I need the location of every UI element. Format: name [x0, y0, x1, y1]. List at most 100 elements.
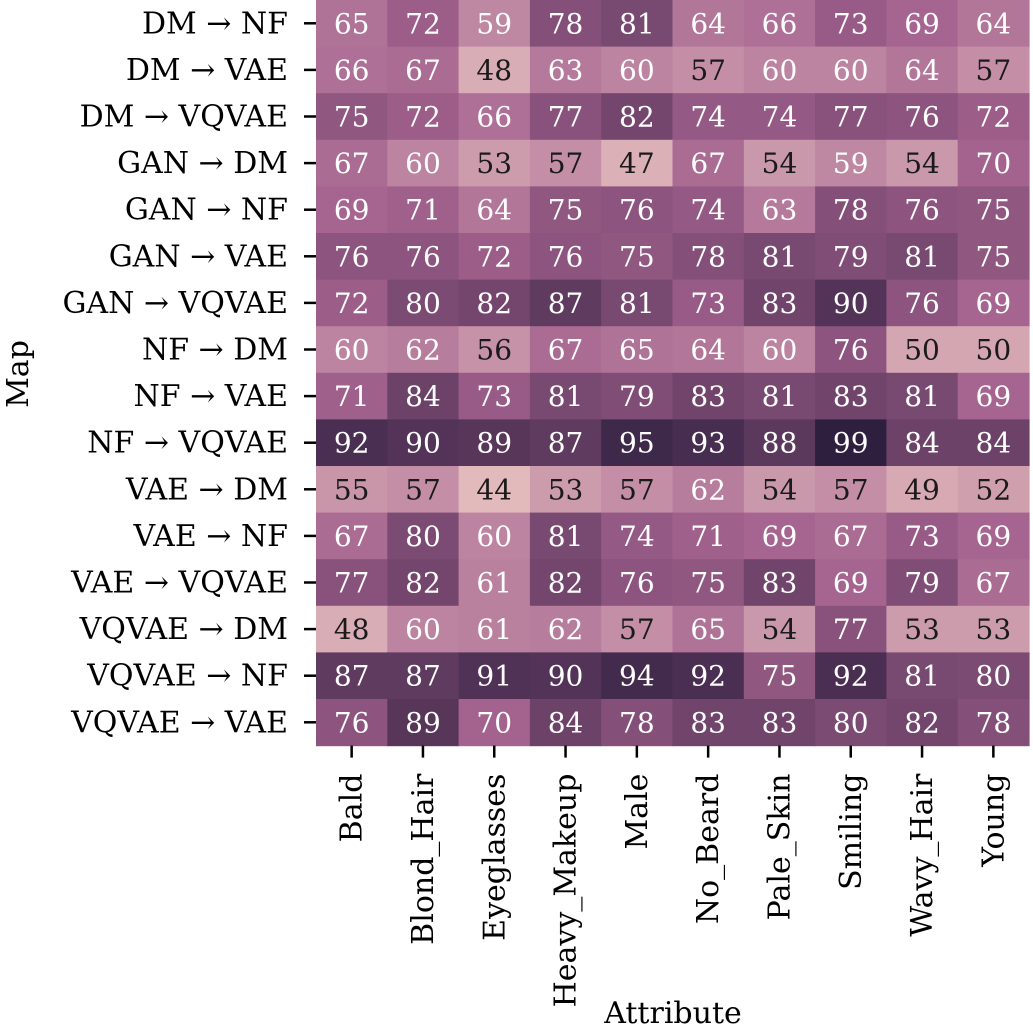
cell-value-label: 69	[762, 520, 798, 553]
heatmap-cell	[601, 512, 674, 560]
heatmap-cell	[601, 466, 674, 514]
heatmap-cell	[815, 0, 887, 48]
y-tick-label: DM → VQVAE	[80, 100, 288, 135]
heatmap-cell	[458, 233, 531, 281]
y-tick-label: GAN → DM	[117, 146, 288, 181]
y-tick-label: NF → VAE	[134, 379, 288, 414]
cell-value-label: 80	[405, 520, 441, 553]
cell-value-label: 81	[548, 520, 584, 553]
heatmap-cell	[886, 605, 959, 653]
heatmap-cell	[743, 279, 816, 327]
heatmap-cell	[529, 559, 602, 607]
y-tick-label: NF → DM	[142, 333, 288, 368]
heatmap-cell	[458, 186, 531, 234]
heatmap-cell	[387, 93, 460, 141]
heatmap-cell	[316, 279, 388, 327]
heatmap-cell	[886, 419, 959, 467]
cell-value-label: 44	[476, 473, 512, 506]
cell-value-label: 76	[334, 240, 370, 273]
cell-value-label: 82	[904, 706, 940, 739]
cell-value-label: 76	[619, 194, 655, 227]
cell-value-label: 88	[762, 427, 798, 460]
cell-value-label: 48	[476, 54, 512, 87]
cell-value-label: 69	[334, 194, 370, 227]
cell-value-label: 62	[690, 473, 726, 506]
cell-value-label: 57	[976, 54, 1012, 87]
heatmap-cell	[387, 233, 460, 281]
cell-value-label: 78	[833, 194, 869, 227]
heatmap-cell	[387, 139, 460, 187]
heatmap-cell	[957, 233, 1030, 281]
heatmap-cell	[316, 419, 388, 467]
heatmap-cell	[316, 46, 388, 94]
cell-value-label: 76	[904, 101, 940, 134]
heatmap-cell	[743, 93, 816, 141]
heatmap-cell	[815, 233, 887, 281]
heatmap-cell	[387, 279, 460, 327]
cell-value-label: 67	[690, 147, 726, 180]
y-axis-label: Map	[1, 340, 36, 408]
heatmap-cell	[886, 93, 959, 141]
heatmap-cell	[601, 46, 674, 94]
heatmap-cell	[387, 559, 460, 607]
cell-value-label: 74	[619, 520, 655, 553]
heatmap-cell	[601, 186, 674, 234]
y-tick-label: GAN → NF	[125, 193, 288, 228]
cell-value-label: 79	[619, 380, 655, 413]
heatmap-cell	[458, 279, 531, 327]
heatmap-cell	[815, 46, 887, 94]
cell-value-label: 77	[334, 567, 370, 600]
heatmap-cell	[316, 652, 388, 700]
heatmap-cell	[529, 139, 602, 187]
cell-value-label: 57	[619, 473, 655, 506]
heatmap-cell	[743, 0, 816, 48]
heatmap-cell	[529, 419, 602, 467]
heatmap-cell	[387, 419, 460, 467]
heatmap-cell	[815, 279, 887, 327]
heatmap-cell	[672, 279, 745, 327]
cell-value-label: 83	[690, 380, 726, 413]
cell-value-label: 90	[833, 287, 869, 320]
heatmap-cell	[957, 0, 1030, 48]
cell-value-label: 73	[833, 7, 869, 40]
cell-value-label: 83	[762, 567, 798, 600]
heatmap-cell	[387, 512, 460, 560]
cell-value-label: 49	[904, 473, 940, 506]
heatmap-cell	[529, 699, 602, 747]
cell-value-label: 67	[334, 147, 370, 180]
x-tick-label: Eyeglasses	[477, 774, 512, 941]
cell-value-label: 76	[405, 240, 441, 273]
cell-value-label: 67	[833, 520, 869, 553]
cell-value-label: 70	[976, 147, 1012, 180]
cell-value-label: 56	[476, 334, 512, 367]
y-tick-label: NF → VQVAE	[87, 426, 288, 461]
cell-value-label: 59	[833, 147, 869, 180]
cell-value-label: 57	[405, 473, 441, 506]
heatmap-cell	[743, 139, 816, 187]
cell-value-label: 71	[405, 194, 441, 227]
heatmap-cell	[957, 326, 1030, 374]
cell-value-label: 83	[690, 706, 726, 739]
heatmap-cell	[672, 326, 745, 374]
heatmap-cell	[601, 559, 674, 607]
cell-value-label: 47	[619, 147, 655, 180]
cell-value-label: 83	[762, 287, 798, 320]
cell-value-label: 48	[334, 613, 370, 646]
cell-value-label: 57	[833, 473, 869, 506]
cell-value-label: 72	[476, 240, 512, 273]
heatmap-cell	[316, 699, 388, 747]
cell-value-label: 70	[476, 706, 512, 739]
cell-value-label: 69	[976, 380, 1012, 413]
cell-value-label: 53	[976, 613, 1012, 646]
heatmap-cell	[743, 419, 816, 467]
cell-value-label: 81	[904, 240, 940, 273]
heatmap-cell	[815, 559, 887, 607]
heatmap-cell	[743, 652, 816, 700]
y-tick-label: VAE → NF	[133, 519, 288, 554]
cell-value-label: 60	[405, 613, 441, 646]
cell-value-label: 91	[476, 660, 512, 693]
heatmap-cell	[529, 326, 602, 374]
heatmap-cell	[387, 699, 460, 747]
heatmap-cell	[886, 512, 959, 560]
